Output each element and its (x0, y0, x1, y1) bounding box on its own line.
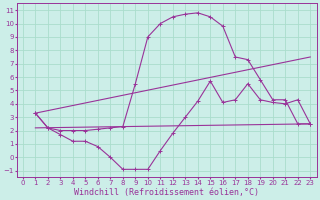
X-axis label: Windchill (Refroidissement éolien,°C): Windchill (Refroidissement éolien,°C) (74, 188, 259, 197)
